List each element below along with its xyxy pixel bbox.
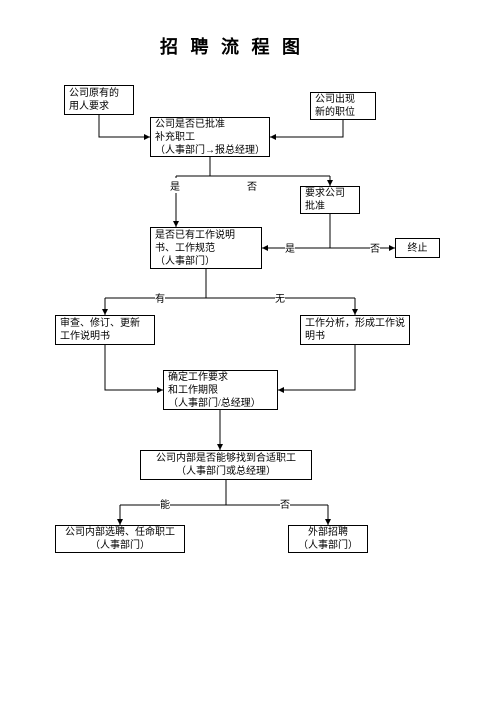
node-review-line-1: 工作说明书 [60, 330, 150, 343]
node-external-line-1: （人事部门） [293, 539, 363, 552]
flowchart-canvas: { "page": { "width": 500, "height": 707,… [0, 0, 500, 707]
node-internal_s-line-0: 公司内部选聘、任命职工 [60, 526, 180, 539]
node-approved-line-0: 公司是否已批准 [155, 118, 265, 131]
node-new_pos-line-1: 新的职位 [315, 106, 371, 119]
node-analyze-line-0: 工作分析，形成工作说 [305, 317, 405, 330]
edge-orig_to_approved [99, 115, 150, 137]
edge-label-approved_no: 否 [247, 178, 257, 193]
edge-label-spec_no: 无 [275, 290, 285, 305]
node-need_appr-line-1: 批准 [305, 200, 355, 213]
node-external: 外部招聘（人事部门） [288, 525, 368, 553]
node-internal_s: 公司内部选聘、任命职工（人事部门） [55, 525, 185, 553]
node-orig_req: 公司原有的用人要求 [64, 85, 134, 115]
edge-label-int_no: 否 [280, 496, 290, 511]
node-approved: 公司是否已批准补充职工（人事部门→报总经理） [150, 117, 270, 157]
edge-label-int_yes: 能 [160, 496, 170, 511]
node-has_spec-line-2: （人事部门） [155, 255, 257, 268]
node-has_spec-line-0: 是否已有工作说明 [155, 229, 257, 242]
edge-review_to_define [105, 345, 163, 390]
edge-label-spec_yes: 有 [155, 290, 165, 305]
node-external-line-0: 外部招聘 [293, 526, 363, 539]
edge-newpos_to_approved [270, 120, 343, 137]
edge-label-appr_no: 否 [370, 240, 380, 255]
edge-label-approved_yes: 是 [170, 178, 180, 193]
node-new_pos: 公司出现新的职位 [310, 92, 376, 120]
node-need_appr: 要求公司批准 [300, 186, 360, 214]
node-internal_q-line-1: （人事部门或总经理） [145, 465, 307, 478]
node-terminate: 终止 [395, 238, 440, 258]
node-define-line-2: （人事部门/总经理） [168, 397, 273, 410]
node-analyze: 工作分析，形成工作说明书 [300, 315, 410, 345]
page-title: 招 聘 流 程 图 [160, 33, 304, 59]
node-review: 审查、修订、更新工作说明书 [55, 315, 155, 345]
edge-analyze_to_define [278, 345, 355, 390]
node-need_appr-line-0: 要求公司 [305, 187, 355, 200]
node-orig_req-line-1: 用人要求 [69, 100, 129, 113]
node-analyze-line-1: 明书 [305, 330, 405, 343]
node-review-line-0: 审查、修订、更新 [60, 317, 150, 330]
node-define-line-0: 确定工作要求 [168, 371, 273, 384]
edge-label-appr_yes: 是 [285, 240, 295, 255]
node-terminate-line-0: 终止 [400, 242, 435, 255]
node-define-line-1: 和工作期限 [168, 384, 273, 397]
node-internal_q: 公司内部是否能够找到合适职工（人事部门或总经理） [140, 450, 312, 480]
node-has_spec-line-1: 书、工作规范 [155, 242, 257, 255]
node-orig_req-line-0: 公司原有的 [69, 87, 129, 100]
node-approved-line-1: 补充职工 [155, 131, 265, 144]
node-has_spec: 是否已有工作说明书、工作规范（人事部门） [150, 227, 262, 269]
node-new_pos-line-0: 公司出现 [315, 93, 371, 106]
node-define: 确定工作要求和工作期限（人事部门/总经理） [163, 370, 278, 410]
node-internal_q-line-0: 公司内部是否能够找到合适职工 [145, 452, 307, 465]
node-approved-line-2: （人事部门→报总经理） [155, 144, 265, 157]
node-internal_s-line-1: （人事部门） [60, 539, 180, 552]
